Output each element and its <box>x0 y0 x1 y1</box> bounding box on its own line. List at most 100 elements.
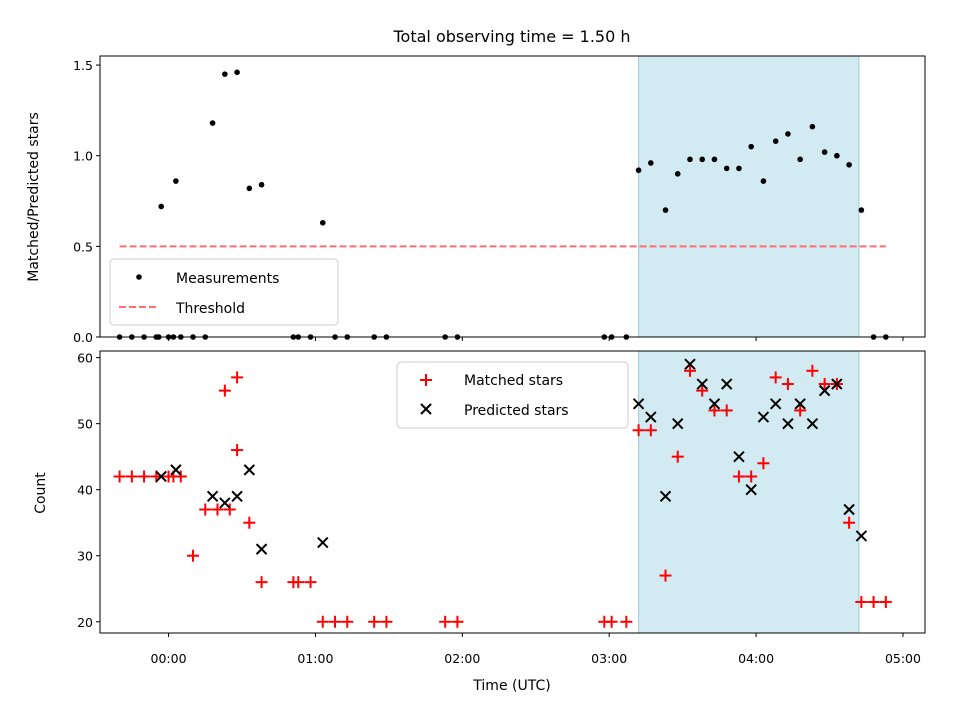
measurement-point <box>699 156 706 163</box>
predicted-point <box>659 490 672 502</box>
x-tick-label: 01:00 <box>297 651 333 666</box>
matched-point <box>125 470 138 483</box>
legend-predicted-label: Predicted stars <box>464 403 569 419</box>
matched-point <box>113 470 126 483</box>
matched-point <box>231 444 244 457</box>
measurement-point <box>674 171 681 177</box>
matched-point <box>806 364 819 377</box>
y-tick-label: 20 <box>77 615 93 630</box>
matched-point <box>620 615 633 628</box>
predicted-point <box>219 497 231 509</box>
ratio-axes-frame <box>99 55 926 338</box>
predicted-point <box>806 417 819 430</box>
matched-point <box>745 470 758 483</box>
predicted-point <box>206 490 219 502</box>
measurement-point <box>662 207 669 213</box>
matched-point <box>818 378 831 391</box>
y-tick-label: 0.0 <box>73 330 93 345</box>
y-tick-label: 50 <box>77 417 93 432</box>
matched-point <box>451 615 464 628</box>
matched-point <box>769 371 782 384</box>
predicted-point <box>317 536 329 549</box>
measurement-point <box>821 149 828 155</box>
count-legend-box <box>396 361 629 429</box>
x-tick-label: 04:00 <box>738 651 774 666</box>
measurement-point <box>760 178 767 184</box>
y-tick-label: 40 <box>77 483 93 498</box>
matched-point <box>781 378 794 391</box>
matched-point <box>211 503 224 516</box>
predicted-point <box>843 503 855 516</box>
matched-point <box>843 516 856 529</box>
matched-point <box>329 615 342 628</box>
y-tick-label: 1.0 <box>73 149 93 164</box>
predicted-point <box>243 464 256 476</box>
legend-predicted-marker <box>420 403 432 415</box>
matched-point <box>223 503 236 516</box>
legend-measurements-label: Measurements <box>176 271 279 287</box>
x-tick-label: 03:00 <box>591 651 627 666</box>
x-tick-label: 00:00 <box>151 651 187 666</box>
matched-point <box>696 384 709 397</box>
measurement-point <box>319 219 326 226</box>
predicted-point <box>231 490 243 502</box>
matched-point <box>632 424 645 437</box>
matched-point <box>187 549 200 562</box>
matched-point <box>174 470 187 483</box>
matched-point <box>720 404 733 417</box>
predicted-point <box>831 378 843 390</box>
measurement-point <box>785 131 791 137</box>
matched-point <box>304 576 317 589</box>
measurement-point <box>797 156 803 163</box>
predicted-point <box>645 411 657 423</box>
predicted-point <box>745 483 757 496</box>
legend-measurements-marker <box>136 274 142 280</box>
predicted-point <box>818 384 831 397</box>
x-axis-label: Time (UTC) <box>472 678 550 694</box>
measurement-point <box>209 120 216 126</box>
predicted-point <box>170 464 182 476</box>
count-legend: Matched stars Predicted stars <box>396 361 629 429</box>
predicted-point <box>684 358 696 370</box>
count-y-label: Count <box>33 472 49 514</box>
ratio-y-label: Matched/Predicted stars <box>26 112 42 282</box>
matched-point <box>794 404 807 417</box>
matched-point <box>218 384 231 397</box>
matched-point <box>138 470 151 483</box>
x-tick-label: 02:00 <box>444 651 480 666</box>
count-y-axis: 20 30 40 50 60 <box>77 351 100 630</box>
count-axes-frame <box>99 350 926 634</box>
matched-point <box>605 615 618 628</box>
matched-point <box>683 364 696 377</box>
measurement-point <box>687 156 693 163</box>
legend-matched-label: Matched stars <box>464 373 563 389</box>
legend-threshold-label: Threshold <box>175 301 245 317</box>
matched-point <box>732 470 745 483</box>
matched-point <box>292 576 305 589</box>
measurement-point <box>809 123 816 130</box>
measurement-point <box>846 161 852 168</box>
chart-title: Total observing time = 1.50 h <box>392 27 630 46</box>
matched-point <box>439 615 452 628</box>
count-x-axis: 00:00 01:00 02:00 03:00 04:00 05:00 <box>151 633 921 666</box>
legend-matched-marker <box>420 374 432 386</box>
matched-point <box>316 615 329 628</box>
measurement-point <box>772 138 779 145</box>
matched-point <box>243 516 256 529</box>
measurement-point <box>246 185 253 192</box>
highlight-span <box>638 55 860 338</box>
count-marks <box>113 358 892 628</box>
x-tick-label: 05:00 <box>885 651 921 666</box>
measurement-point <box>222 71 228 77</box>
measurement-point <box>736 165 742 172</box>
measurement-point <box>258 181 265 188</box>
predicted-point <box>632 398 645 410</box>
predicted-point <box>757 411 770 423</box>
y-tick-label: 30 <box>77 549 93 564</box>
measurement-point <box>858 207 865 213</box>
measurement-point <box>723 165 730 172</box>
count-panel: 20 30 40 50 60 00:00 01:00 02:00 03:00 04:00 05:0… <box>33 350 926 666</box>
predicted-point <box>855 530 868 542</box>
matched-point <box>368 615 381 628</box>
ratio-legend-box <box>109 258 339 326</box>
